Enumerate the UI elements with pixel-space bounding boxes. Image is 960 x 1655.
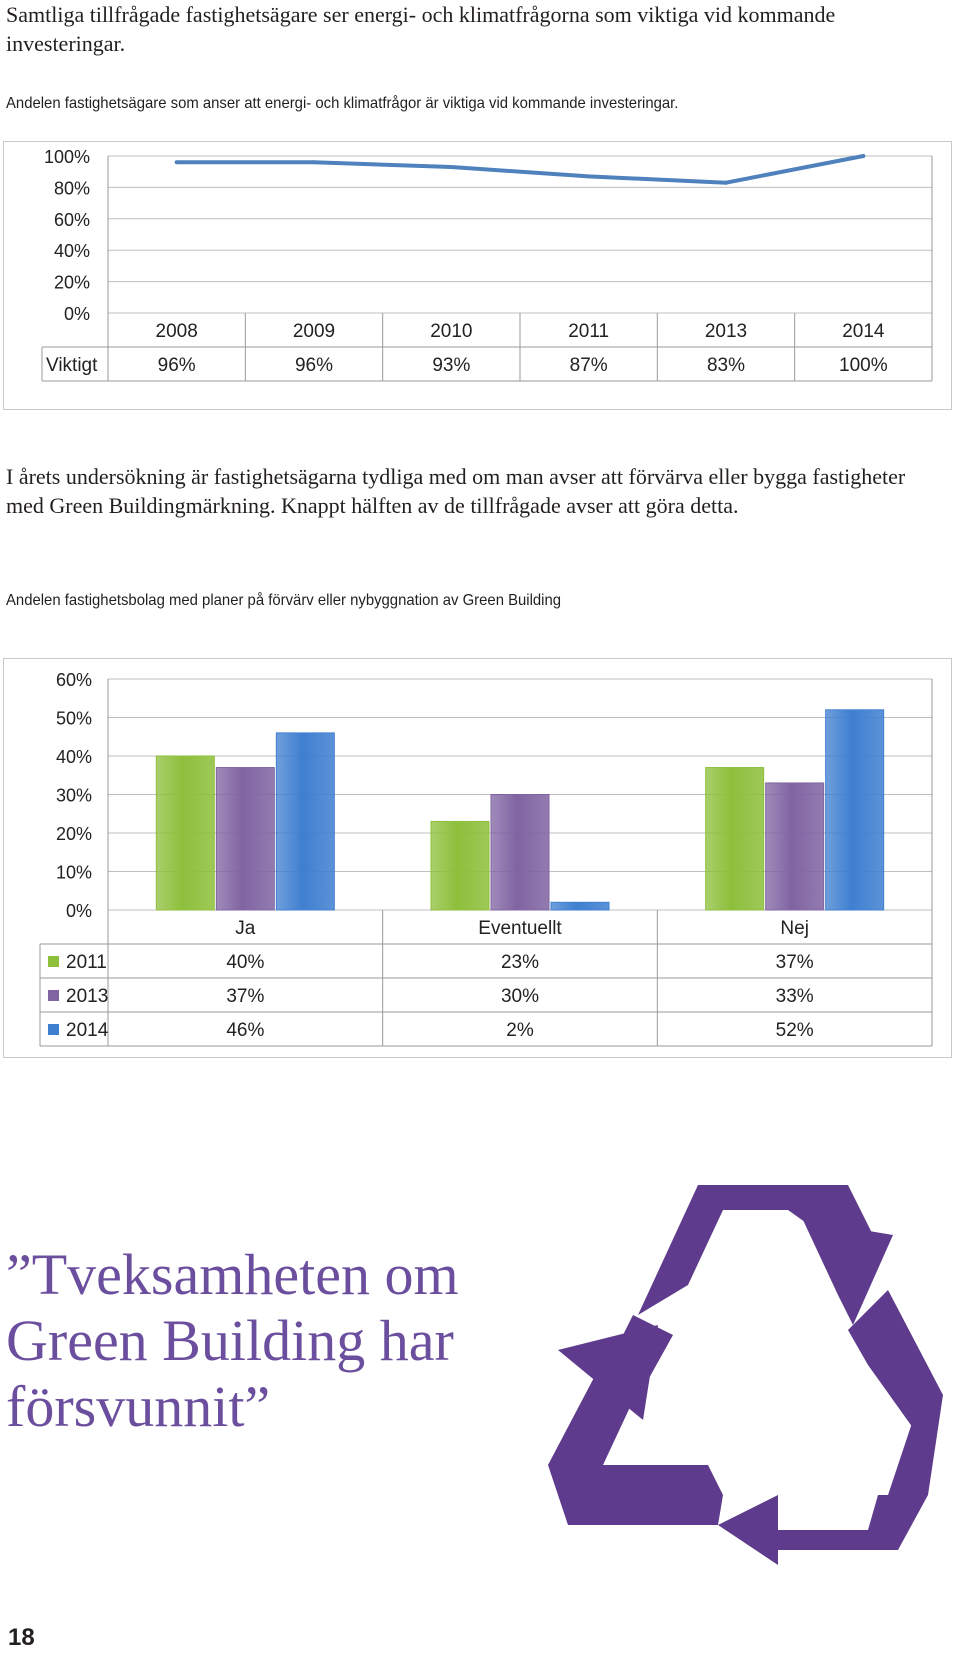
bar-chart: 60% 50% 40% 30% 20% 10% 0% Ja Eventuellt Nej 2011 4… xyxy=(3,658,952,1058)
data-point xyxy=(449,164,454,169)
recycle-arrow-shape xyxy=(753,1185,873,1235)
data-label: 33% xyxy=(776,986,814,1007)
y-tick-label: 20% xyxy=(56,824,92,844)
category-label: 2011 xyxy=(568,321,609,342)
data-point xyxy=(312,160,316,165)
data-point xyxy=(724,180,728,185)
chart-1-caption: Andelen fastighetsägare som anser att en… xyxy=(6,95,679,112)
category-label: 2014 xyxy=(842,321,885,342)
data-label: 96% xyxy=(295,355,333,376)
recycle-arrow-shape xyxy=(548,1465,723,1525)
series-label: 2014 xyxy=(66,1020,109,1041)
recycle-arrow-shape xyxy=(603,1315,673,1380)
recycle-arrows xyxy=(548,1185,943,1565)
intro-text: Samtliga tillfrågade fastighetsägare ser… xyxy=(6,2,836,56)
series-label: 2013 xyxy=(66,986,108,1007)
line-chart: 100% 80% 60% 40% 20% 0% 2008 2009 2010 2011 2013 20… xyxy=(3,141,952,410)
page-number: 18 xyxy=(8,1624,35,1651)
bar xyxy=(275,732,335,911)
series-line xyxy=(176,154,864,185)
bar xyxy=(215,767,275,911)
data-label: 83% xyxy=(707,355,745,376)
y-tick-label: 80% xyxy=(54,178,90,198)
data-label: 100% xyxy=(839,355,888,376)
bar xyxy=(825,709,885,911)
y-tick-label: 50% xyxy=(56,709,92,729)
y-tick-label: 0% xyxy=(66,901,92,921)
category-label: 2010 xyxy=(430,321,472,342)
series-label: Viktigt xyxy=(46,355,98,376)
y-tick-label: 100% xyxy=(44,147,90,167)
line-chart-svg: 100% 80% 60% 40% 20% 0% 2008 2009 2010 2011 2013 20… xyxy=(41,147,933,382)
data-label: 46% xyxy=(226,1020,264,1041)
category-label: 2008 xyxy=(156,321,198,342)
y-tick-label: 40% xyxy=(56,747,92,767)
data-label: 52% xyxy=(776,1020,814,1041)
data-label: 87% xyxy=(570,355,608,376)
y-tick-label: 30% xyxy=(56,786,92,806)
recycle-arrow-shape xyxy=(888,1395,943,1495)
recycle-icon xyxy=(548,1185,943,1565)
bar xyxy=(705,767,765,911)
category-label: Eventuellt xyxy=(478,918,562,939)
legend-swatch xyxy=(48,990,59,1001)
category-label: Nej xyxy=(780,918,809,939)
bar xyxy=(765,782,825,911)
data-label: 93% xyxy=(432,355,470,376)
y-tick-label: 60% xyxy=(54,210,90,230)
bar xyxy=(155,755,215,911)
legend-swatch xyxy=(48,1024,59,1035)
data-label: 23% xyxy=(501,952,539,973)
body-text: I årets undersökning är fastighetsägarna… xyxy=(6,464,906,518)
data-label: 30% xyxy=(501,986,539,1007)
legend-swatch xyxy=(48,956,59,967)
pull-quote: ”Tveksamheten om Green Building har förs… xyxy=(6,1242,459,1439)
recycle-arrow-shape xyxy=(803,1220,893,1325)
y-tick-label: 60% xyxy=(56,670,92,690)
y-tick-label: 10% xyxy=(56,863,92,883)
recycle-arrow-shape xyxy=(848,1290,943,1435)
data-label: 96% xyxy=(158,355,196,376)
data-point xyxy=(586,174,591,179)
chart-2-caption: Andelen fastighetsbolag med planer på fö… xyxy=(6,592,562,609)
y-tick-label: 40% xyxy=(54,241,90,261)
recycle-arrow-shape xyxy=(638,1185,803,1315)
bar-chart-svg: 60% 50% 40% 30% 20% 10% 0% Ja Eventuellt Nej 2011 4… xyxy=(39,670,933,1047)
data-point xyxy=(861,154,866,158)
data-label: 2% xyxy=(506,1020,534,1041)
recycle-arrow-shape xyxy=(778,1495,928,1550)
data-label: 37% xyxy=(226,986,264,1007)
category-label: Ja xyxy=(235,918,256,939)
bar xyxy=(550,901,610,911)
y-tick-label: 0% xyxy=(64,304,90,324)
y-tick-label: 20% xyxy=(54,273,90,293)
data-point xyxy=(174,160,179,165)
series-label: 2011 xyxy=(66,952,107,973)
category-label: 2009 xyxy=(293,321,335,342)
category-label: 2013 xyxy=(705,321,747,342)
bar xyxy=(430,820,490,911)
data-label: 37% xyxy=(776,952,814,973)
data-label: 40% xyxy=(226,952,264,973)
recycle-arrow-shape xyxy=(718,1495,778,1565)
bar xyxy=(490,794,550,911)
